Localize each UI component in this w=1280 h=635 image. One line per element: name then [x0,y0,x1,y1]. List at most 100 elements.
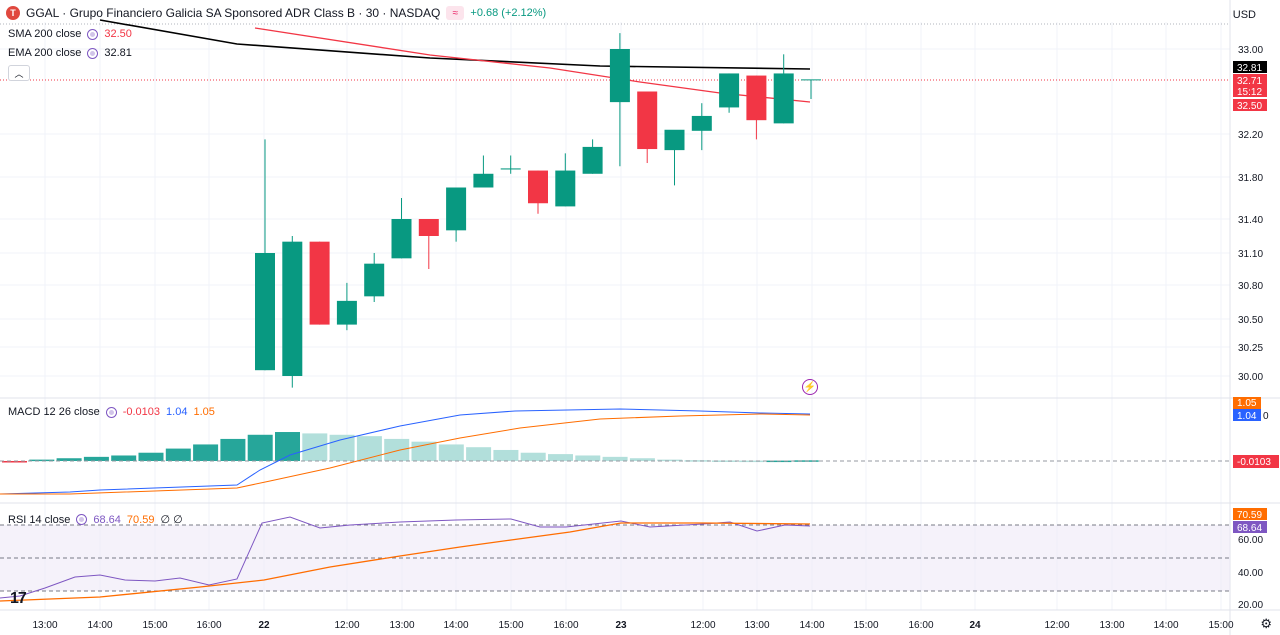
time-tick-label: 16:00 [196,620,221,631]
candle-body [664,129,685,151]
time-tick-label: 14:00 [799,620,824,631]
sma-legend[interactable]: SMA 200 close 32.50 [8,28,132,40]
candle-body [609,49,630,103]
macd-hist-value: -0.0103 [122,406,161,418]
time-tick-label: 13:00 [32,620,57,631]
rsi-value-axis-label: 68.64 [1237,523,1262,534]
candle-body [446,187,467,231]
price-tick-label: 30.80 [1238,281,1263,292]
chart-title-bar: T GGAL · Grupo Financiero Galicia SA Spo… [6,6,546,20]
gear-icon[interactable]: ⚙ [1260,616,1272,631]
price-tick-label: 30.50 [1238,315,1263,326]
macd-signal-value: 1.05 [193,406,215,418]
macd-histogram-bar [165,448,191,461]
candle-body [719,73,740,108]
time-tick-label: 13:00 [744,620,769,631]
candle-body [473,173,494,188]
time-tick-label: 15:00 [1208,620,1233,631]
candle-body [336,300,357,325]
macd-legend-label: MACD 12 26 close [8,406,100,418]
time-tick-label: 14:00 [443,620,468,631]
ema-price-label-bg [1233,61,1267,73]
rsi-line [0,516,811,599]
collapse-legend-button[interactable]: ︿ [8,65,30,81]
candle-body [255,253,275,371]
macd-histogram-bar [466,447,492,461]
macd-histogram-bar [111,455,137,461]
macd-zero-tick: 0 [1263,411,1269,422]
time-tick-label: 24 [969,620,981,631]
candle-body [309,241,330,325]
macd-histogram-bar [247,434,273,461]
ema-200-line [99,19,811,70]
macd-histogram-bar [329,434,355,461]
macd-histogram-bar [83,456,109,461]
macd-histogram-bar [575,455,601,461]
tradingview-logo[interactable]: 17 [10,590,27,607]
time-tick-label: 12:00 [1044,620,1069,631]
candle-body [746,75,767,121]
macd-legend[interactable]: MACD 12 26 close -0.0103 1.04 1.05 [8,406,215,418]
candle-body [418,219,439,236]
sma-settings-icon[interactable] [87,28,99,40]
time-tick-label: 22 [258,620,270,631]
macd-histogram-bar [220,438,246,461]
time-tick-label: 16:00 [908,620,933,631]
macd-histogram-bar [548,454,573,461]
time-tick-label: 13:00 [389,620,414,631]
sma-legend-value: 32.50 [104,28,132,40]
rsi-ma-axis-label: 70.59 [1237,510,1262,521]
rsi-tick-label: 20.00 [1238,600,1263,611]
last-price-label-bg [1233,74,1267,86]
sma-price-label-bg [1233,99,1267,111]
lightning-icon[interactable]: ⚡ [802,379,818,395]
price-tick-label: 31.80 [1238,173,1263,184]
rsi-ma-value: 70.59 [126,513,155,526]
chevron-up-icon: ︿ [14,68,24,79]
last-price-label: 32.71 [1237,76,1262,87]
macd-line [0,408,811,495]
macd-histogram-bar [520,452,546,461]
rsi-settings-icon[interactable] [76,514,88,525]
rsi-tick-label: 60.00 [1238,535,1263,546]
ema-settings-icon[interactable] [87,47,99,59]
time-tick-label: 12:00 [334,620,359,631]
macd-signal-label: 1.05 [1237,398,1257,409]
price-tick-label: 31.40 [1238,215,1263,226]
ema-legend-value: 32.81 [104,47,132,59]
price-tick-label: 32.20 [1238,130,1263,141]
macd-signal-line [0,413,811,495]
symbol-title[interactable]: GGAL · Grupo Financiero Galicia SA Spons… [26,6,441,20]
macd-histogram-bar [29,459,55,462]
macd-histogram-bar [438,444,464,461]
time-tick-label: 12:00 [690,620,715,631]
time-tick-label: 14:00 [87,620,112,631]
time-tick-label: 15:00 [498,620,523,631]
macd-histogram-bar [493,449,519,461]
macd-histogram-bar [411,441,437,461]
macd-histogram-bar [138,452,164,461]
ema-legend[interactable]: EMA 200 close 32.81 [8,47,132,59]
rsi-legend[interactable]: RSI 14 close 68.64 70.59 ∅ ∅ [8,513,183,527]
macd-line-label-bg [1233,409,1261,421]
macd-histogram-bar [356,436,382,461]
price-tick-label: 30.25 [1238,343,1263,354]
rsi-tick-label: 40.00 [1238,568,1263,579]
candle-body [637,91,658,150]
macd-settings-icon[interactable] [105,406,117,418]
sma-price-label: 32.50 [1237,101,1262,112]
time-tick-label: 14:00 [1153,620,1178,631]
macd-line-value: 1.04 [166,406,188,418]
candle-body [528,170,548,204]
ema-legend-label: EMA 200 close [8,47,82,59]
rsi-ma-label-bg [1233,508,1267,520]
symbol-logo-icon: T [6,6,20,20]
candle-body [282,241,303,376]
candle-body [691,115,712,131]
ema-price-label: 32.81 [1237,63,1262,74]
candle-body [364,263,385,297]
currency-label[interactable]: USD [1232,9,1256,21]
time-tick-label: 23 [615,620,627,631]
time-tick-label: 15:00 [142,620,167,631]
